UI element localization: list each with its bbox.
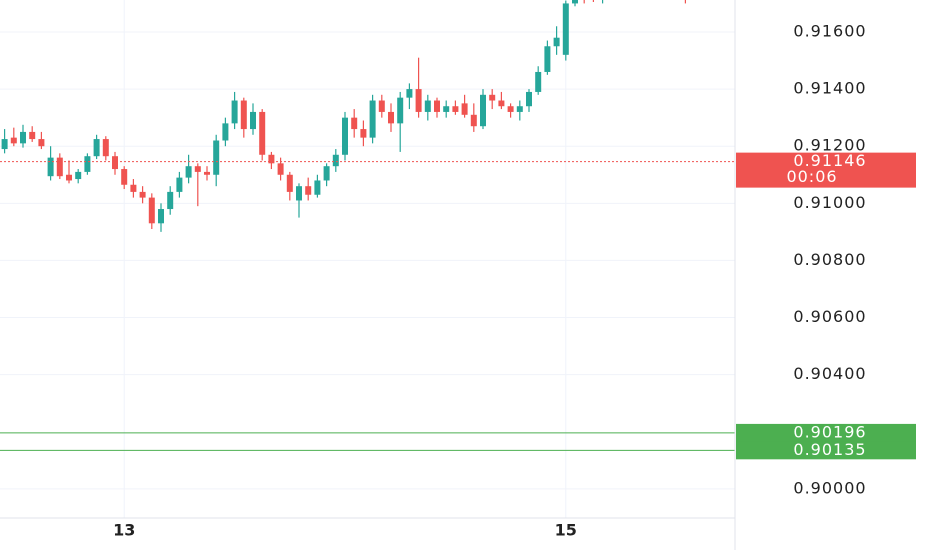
y-tick-label: 0.90600 bbox=[793, 307, 866, 326]
candle-body bbox=[112, 156, 118, 170]
candle-body bbox=[213, 140, 220, 175]
candle-body bbox=[544, 46, 551, 72]
y-tick-label: 0.90400 bbox=[793, 364, 866, 383]
candle-body bbox=[121, 169, 128, 185]
level-tag bbox=[736, 441, 916, 460]
candle-body bbox=[194, 166, 201, 172]
candle-body bbox=[572, 0, 578, 4]
candle-body bbox=[84, 156, 91, 172]
candle-body bbox=[415, 89, 422, 112]
candle-body bbox=[351, 117, 358, 130]
candle-body bbox=[480, 94, 486, 127]
candle-body bbox=[259, 111, 266, 155]
candle-body bbox=[93, 139, 100, 157]
candle-body bbox=[158, 209, 164, 224]
candle-body bbox=[240, 100, 247, 130]
candle-body bbox=[167, 191, 174, 210]
candle-body bbox=[443, 106, 450, 112]
candle-body bbox=[424, 100, 431, 112]
countdown-label: 00:06 bbox=[786, 167, 837, 186]
candle-body bbox=[406, 89, 413, 98]
candle-body bbox=[10, 137, 17, 144]
candle-body bbox=[305, 186, 312, 195]
candle-body bbox=[489, 94, 496, 101]
candle-body bbox=[231, 100, 238, 124]
candle-body bbox=[38, 139, 45, 147]
candle-body bbox=[277, 163, 284, 175]
candle-body bbox=[360, 129, 367, 138]
current-price-tag bbox=[736, 152, 916, 188]
y-tick-label: 0.90000 bbox=[793, 478, 866, 497]
level-tag bbox=[736, 423, 916, 442]
candle-body bbox=[434, 100, 440, 112]
candle-body bbox=[75, 171, 82, 180]
candle-body bbox=[553, 37, 560, 47]
candle-body bbox=[332, 154, 339, 167]
candle-body bbox=[20, 131, 26, 144]
candle-body bbox=[268, 154, 275, 164]
level-label: 0.90135 bbox=[793, 440, 866, 459]
candle-body bbox=[397, 97, 404, 124]
candle-body bbox=[378, 100, 385, 112]
candle-body bbox=[148, 197, 155, 224]
candle-body bbox=[323, 166, 330, 181]
candle-body bbox=[470, 114, 477, 127]
candle-body bbox=[185, 166, 192, 178]
candle-body bbox=[130, 184, 137, 192]
candle-body bbox=[176, 177, 183, 192]
candle-body bbox=[250, 111, 256, 130]
candle-body bbox=[56, 157, 63, 177]
current-price-label: 0.91146 bbox=[793, 151, 866, 170]
candle-body bbox=[535, 71, 542, 92]
candle-body bbox=[29, 131, 36, 140]
y-tick-label: 0.91200 bbox=[793, 136, 866, 155]
candle-body bbox=[498, 100, 505, 107]
candle-body bbox=[562, 3, 569, 55]
candle-body bbox=[204, 171, 210, 175]
candle-body bbox=[286, 174, 293, 192]
candle-body bbox=[102, 139, 109, 157]
x-tick-label: 13 bbox=[113, 521, 135, 540]
candle-body bbox=[507, 106, 514, 112]
candle-body bbox=[296, 186, 302, 201]
y-tick-label: 0.90800 bbox=[793, 250, 866, 269]
candle-body bbox=[526, 91, 532, 107]
candle-body bbox=[369, 100, 376, 138]
candle-body bbox=[1, 139, 8, 150]
candle-body bbox=[139, 191, 146, 198]
candle-body bbox=[452, 106, 459, 112]
y-tick-label: 0.91600 bbox=[793, 21, 866, 40]
x-tick-label: 15 bbox=[555, 521, 577, 540]
candle-body bbox=[461, 103, 468, 115]
candle-body bbox=[388, 111, 394, 124]
candle-body bbox=[342, 117, 348, 155]
candle-body bbox=[516, 106, 523, 112]
y-tick-label: 0.91400 bbox=[793, 79, 866, 98]
candle-body bbox=[222, 123, 229, 141]
candle-body bbox=[47, 157, 54, 177]
candle-body bbox=[66, 174, 72, 181]
candle-body bbox=[314, 180, 321, 195]
level-label: 0.90196 bbox=[793, 422, 866, 441]
y-tick-label: 0.91000 bbox=[793, 193, 866, 212]
